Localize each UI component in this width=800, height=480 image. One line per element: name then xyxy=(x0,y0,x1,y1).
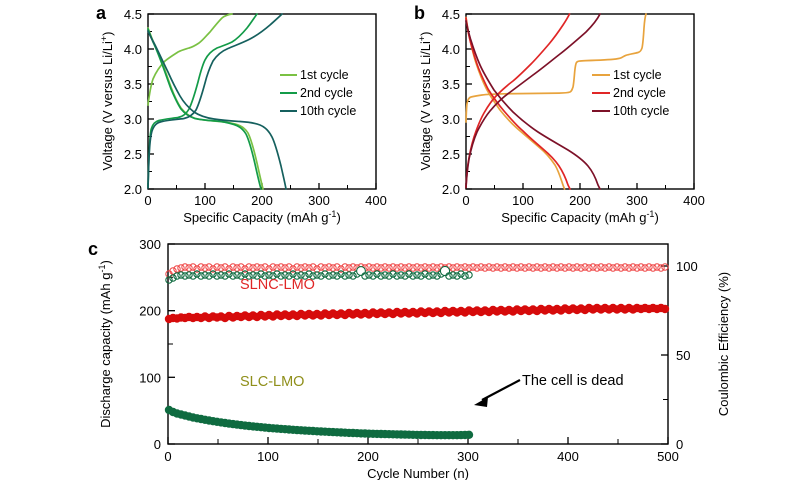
y-tick-label: 2.0 xyxy=(124,182,142,197)
panel-c: 0 100 200 300 400 500 0 100 200 300 0 50… xyxy=(88,228,800,480)
panel-c-right-y-tick-labels: 0 50 100 xyxy=(676,259,698,452)
curve-1st-cycle-charge xyxy=(147,13,233,106)
panel-b-legend: 1st cycle 2nd cycle 10th cycle xyxy=(592,68,669,118)
y-tick-label: 3.5 xyxy=(442,77,460,92)
legend-label-1st-cycle: 1st cycle xyxy=(300,68,349,82)
x-tick-label: 400 xyxy=(557,449,579,464)
series-slc-efficiency xyxy=(165,265,473,284)
panel-b-x-tick-labels: 0 100 200 300 400 xyxy=(462,193,704,208)
y-tick-label-left: 0 xyxy=(154,437,161,452)
panel-b-axes xyxy=(465,13,695,190)
panel-a-svg: 0 100 200 300 400 2.0 2.5 3.0 3.5 4.0 4.… xyxy=(99,7,387,225)
curve-2nd-cycle-charge xyxy=(147,13,258,188)
panel-c-svg: 0 100 200 300 400 500 0 100 200 300 0 50… xyxy=(97,237,731,480)
panel-a: 0 100 200 300 400 2.0 2.5 3.0 3.5 4.0 4.… xyxy=(96,0,406,225)
legend-label-10th-cycle: 10th cycle xyxy=(613,104,669,118)
panel-b-y-tick-labels: 2.0 2.5 3.0 3.5 4.0 4.5 xyxy=(442,7,460,197)
panel-c-letter: c xyxy=(88,239,99,259)
panel-a-x-tick-labels: 0 100 200 300 400 xyxy=(144,193,386,208)
y-tick-label: 4.0 xyxy=(124,42,142,57)
legend-label-2nd-cycle: 2nd cycle xyxy=(613,86,666,100)
panel-c-x-tick-labels: 0 100 200 300 400 500 xyxy=(164,449,678,464)
y-tick-label-right: 100 xyxy=(676,259,698,274)
cell-dead-arrow-icon xyxy=(474,379,521,407)
panel-a-y-axis-title: Voltage (V versus Li/Li+) xyxy=(99,32,115,171)
legend-label-10th-cycle: 10th cycle xyxy=(300,104,356,118)
y-tick-label: 2.0 xyxy=(442,182,460,197)
x-tick-label: 500 xyxy=(657,449,679,464)
x-tick-label: 200 xyxy=(569,193,591,208)
x-tick-label: 0 xyxy=(462,193,469,208)
y-tick-label: 3.0 xyxy=(442,112,460,127)
panel-a-y-tick-labels: 2.0 2.5 3.0 3.5 4.0 4.5 xyxy=(124,7,142,197)
curve-10th-cycle-discharge xyxy=(147,30,287,190)
x-tick-label: 100 xyxy=(194,193,216,208)
panel-c-data xyxy=(164,263,670,440)
panel-a-legend: 1st cycle 2nd cycle 10th cycle xyxy=(280,68,356,118)
panel-c-right-y-axis-title: Coulombic Efficiency (%) xyxy=(716,272,731,416)
panel-a-x-axis-title: Specific Capacity (mAh g-1) xyxy=(183,209,341,225)
y-tick-label: 2.5 xyxy=(442,147,460,162)
x-tick-label: 300 xyxy=(626,193,648,208)
series-slnc-efficiency xyxy=(165,263,669,278)
x-tick-label: 400 xyxy=(683,193,705,208)
x-tick-label: 100 xyxy=(257,449,279,464)
y-tick-label: 4.5 xyxy=(442,7,460,22)
x-tick-label: 100 xyxy=(512,193,534,208)
x-tick-label: 0 xyxy=(144,193,151,208)
x-tick-label: 200 xyxy=(357,449,379,464)
slnc-lmo-label: SLNC-LMO xyxy=(240,277,315,293)
x-tick-label: 400 xyxy=(365,193,387,208)
curve-2nd-cycle-discharge xyxy=(465,17,571,190)
curve-10th-cycle-charge xyxy=(147,13,283,189)
x-tick-label: 0 xyxy=(164,449,171,464)
panel-c-left-y-axis-title: Discharge capacity (mAh g-1) xyxy=(97,260,113,428)
y-tick-label: 4.5 xyxy=(124,7,142,22)
panel-b-letter: b xyxy=(414,3,425,23)
panel-b-x-axis-title: Specific Capacity (mAh g-1) xyxy=(501,209,659,225)
series-slnc-capacity xyxy=(164,303,670,324)
y-tick-label-right: 0 xyxy=(676,437,683,452)
legend-label-2nd-cycle: 2nd cycle xyxy=(300,86,353,100)
y-tick-label: 2.5 xyxy=(124,147,142,162)
panel-c-x-axis-title: Cycle Number (n) xyxy=(367,466,469,480)
panel-b-y-axis-title: Voltage (V versus Li/Li+) xyxy=(417,32,433,171)
y-tick-label: 4.0 xyxy=(442,42,460,57)
panel-c-annotations: SLNC-LMO SLC-LMO The cell is dead xyxy=(240,277,624,407)
curve-2nd-cycle-discharge xyxy=(147,28,262,190)
curve-10th-cycle-charge xyxy=(465,13,601,189)
curve-1st-cycle-discharge xyxy=(147,27,264,190)
slc-lmo-label: SLC-LMO xyxy=(240,374,304,390)
panel-c-left-y-tick-labels: 0 100 200 300 xyxy=(139,237,161,452)
y-tick-label-left: 200 xyxy=(139,304,161,319)
y-tick-label-right: 50 xyxy=(676,348,690,363)
panel-a-axes xyxy=(147,13,377,190)
y-tick-label-left: 300 xyxy=(139,237,161,252)
x-tick-label: 200 xyxy=(251,193,273,208)
series-slc-capacity xyxy=(164,405,474,440)
curve-10th-cycle-discharge xyxy=(465,20,601,190)
y-tick-label: 3.5 xyxy=(124,77,142,92)
curve-2nd-cycle-charge xyxy=(465,13,571,189)
panel-a-curves xyxy=(147,13,287,190)
panel-b-x-ticks xyxy=(465,183,695,189)
y-tick-label-left: 100 xyxy=(139,370,161,385)
cell-dead-label: The cell is dead xyxy=(522,373,624,389)
y-tick-label: 3.0 xyxy=(124,112,142,127)
legend-label-1st-cycle: 1st cycle xyxy=(613,68,662,82)
panel-b-y-ticks xyxy=(466,13,472,190)
panel-a-letter: a xyxy=(96,3,107,23)
panel-b-svg: 0 100 200 300 400 2.0 2.5 3.0 3.5 4.0 4.… xyxy=(417,7,705,225)
panel-c-right-y-ticks xyxy=(661,265,668,445)
curve-1st-cycle-charge xyxy=(465,13,647,123)
x-tick-label: 300 xyxy=(308,193,330,208)
x-tick-label: 300 xyxy=(457,449,479,464)
panel-b-curves xyxy=(465,13,647,190)
panel-b: 0 100 200 300 400 2.0 2.5 3.0 3.5 4.0 4.… xyxy=(414,0,744,225)
